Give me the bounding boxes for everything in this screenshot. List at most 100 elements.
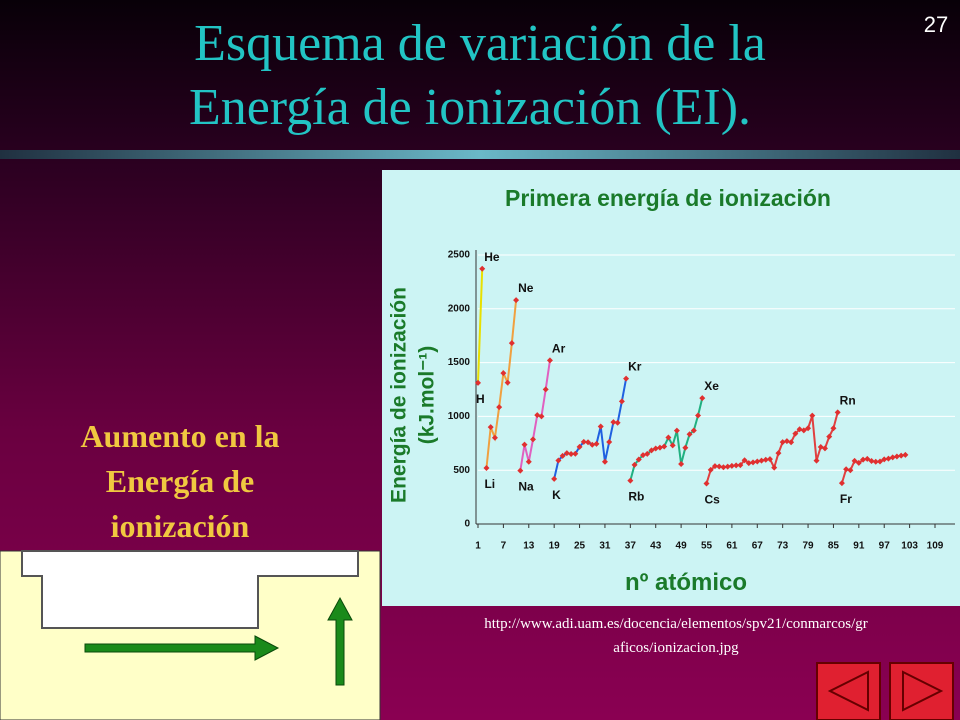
data-point <box>826 433 833 440</box>
data-point <box>576 443 583 450</box>
element-label: Kr <box>628 360 642 374</box>
data-point <box>699 395 706 402</box>
element-label: Na <box>518 480 534 494</box>
x-tick-label: 109 <box>927 541 944 552</box>
data-point <box>635 456 642 463</box>
data-point <box>898 452 905 459</box>
chart: Primera energía de ionización nº atómico… <box>382 170 960 606</box>
data-point <box>868 458 875 465</box>
data-point <box>686 431 693 438</box>
element-label: Rn <box>840 393 856 407</box>
x-tick-label: 31 <box>599 541 611 552</box>
x-tick-label: 1 <box>475 541 481 552</box>
element-label: K <box>552 488 561 502</box>
nav-button[interactable] <box>889 662 954 720</box>
data-point <box>766 456 773 463</box>
data-point <box>525 458 532 465</box>
data-point <box>762 456 769 463</box>
side-text: Aumento en la <box>80 418 279 454</box>
data-point <box>720 464 727 471</box>
x-tick-label: 37 <box>625 541 637 552</box>
data-point <box>809 412 816 419</box>
x-tick-label: 13 <box>523 541 535 552</box>
data-point <box>627 477 634 484</box>
data-point <box>851 457 858 464</box>
x-tick-label: 97 <box>879 541 891 552</box>
chart-title: Primera energía de ionización <box>505 185 831 211</box>
x-tick-label: 7 <box>501 541 507 552</box>
source-url: aficos/ionizacion.jpg <box>613 640 739 656</box>
element-label: He <box>484 250 500 264</box>
data-point <box>889 454 896 461</box>
data-point <box>665 434 672 441</box>
data-point <box>707 466 714 473</box>
data-point <box>568 450 575 457</box>
data-point <box>724 463 731 470</box>
data-point <box>538 413 545 420</box>
data-point <box>728 462 735 469</box>
nav-next[interactable] <box>889 662 954 720</box>
data-point <box>551 475 558 482</box>
data-point <box>754 458 761 465</box>
data-point <box>618 398 625 405</box>
data-point <box>648 447 655 454</box>
slide-title: Esquema de variación de la <box>194 15 766 72</box>
data-point <box>631 461 638 468</box>
data-point <box>521 441 528 448</box>
data-point <box>504 379 511 386</box>
side-text: Energía de <box>106 463 254 499</box>
data-point <box>555 457 562 464</box>
data-point <box>601 458 608 465</box>
data-point <box>695 412 702 419</box>
data-point <box>758 457 765 464</box>
data-point <box>855 459 862 466</box>
data-point <box>872 458 879 465</box>
data-point <box>745 460 752 467</box>
data-point <box>893 453 900 460</box>
data-point <box>792 430 799 437</box>
nav-button[interactable] <box>816 662 881 720</box>
data-point <box>652 445 659 452</box>
separator <box>0 150 960 159</box>
data-point <box>779 439 786 446</box>
data-point <box>585 439 592 446</box>
nav-prev[interactable] <box>816 662 881 720</box>
data-point <box>864 455 871 462</box>
series-line <box>477 268 484 383</box>
data-point <box>771 464 778 471</box>
x-tick-label: 19 <box>549 541 561 552</box>
data-point <box>881 456 888 463</box>
data-point <box>487 424 494 431</box>
data-point <box>716 463 723 470</box>
y-tick-label: 1000 <box>448 411 471 422</box>
data-point <box>741 457 748 464</box>
data-point <box>614 419 621 426</box>
arrow-right <box>84 635 280 661</box>
data-point <box>847 467 854 474</box>
data-point <box>788 439 795 446</box>
x-tick-label: 25 <box>574 541 586 552</box>
x-tick-label: 67 <box>752 541 764 552</box>
data-point <box>644 450 651 457</box>
y-tick-label: 500 <box>453 465 470 476</box>
y-axis-label: (kJ.mol⁻¹) <box>416 346 439 445</box>
x-tick-label: 73 <box>777 541 789 552</box>
data-point <box>563 450 570 457</box>
data-point <box>610 419 617 426</box>
y-tick-label: 2500 <box>448 250 471 261</box>
nav-icon <box>902 670 944 712</box>
data-point <box>661 443 668 450</box>
data-point <box>500 370 507 377</box>
y-axis-label: Energía de ionización <box>388 287 411 503</box>
data-point <box>821 445 828 452</box>
data-point <box>580 438 587 445</box>
data-point <box>517 467 524 474</box>
element-label: Ne <box>518 281 534 295</box>
data-point <box>783 438 790 445</box>
x-tick-label: 91 <box>853 541 865 552</box>
data-point <box>496 404 503 411</box>
data-point <box>479 265 486 272</box>
element-label: Li <box>484 477 495 491</box>
data-point <box>737 462 744 469</box>
